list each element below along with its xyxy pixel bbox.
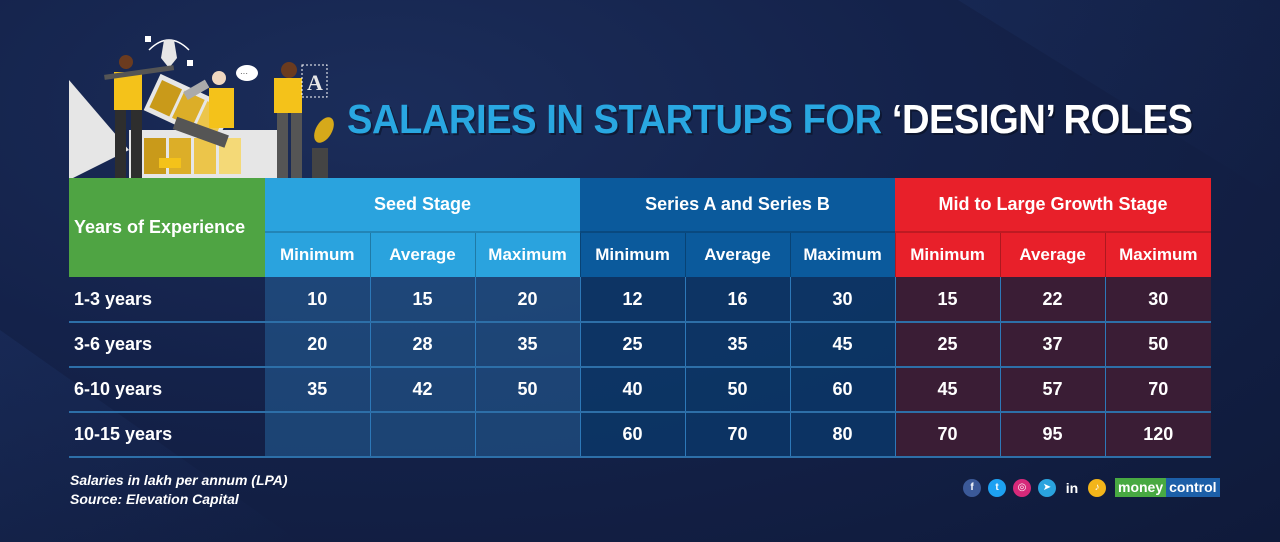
table-cell: 15 (369, 277, 475, 323)
table-row: 3-6 years 20 28 35 25 35 45 25 37 50 (69, 322, 1212, 368)
table-cell: 25 (579, 322, 686, 368)
table-cell: 80 (789, 412, 896, 458)
moneycontrol-logo: money control (1115, 478, 1220, 497)
facebook-icon[interactable]: f (963, 478, 981, 497)
mid-large-growth-header: Mid to Large Growth Stage (895, 178, 1212, 232)
table-cell: 20 (474, 277, 581, 323)
row-label: 3-6 years (69, 322, 265, 368)
series-minimum-header: Minimum (579, 231, 686, 277)
table-cell: 37 (999, 322, 1106, 368)
table-cell (369, 412, 475, 458)
series-maximum-header: Maximum (789, 231, 896, 277)
table-cell: 70 (1104, 367, 1212, 413)
table-row: 6-10 years 35 42 50 40 50 60 45 57 70 (69, 367, 1212, 413)
table-cell: 45 (789, 322, 896, 368)
linkedin-icon[interactable]: in (1065, 479, 1079, 496)
seed-maximum-header: Maximum (474, 231, 581, 277)
table-cell: 28 (369, 322, 475, 368)
table-cell: 35 (474, 322, 581, 368)
table-cell: 20 (265, 322, 370, 368)
mid-average-header: Average (999, 231, 1106, 277)
table-cell: 16 (684, 277, 791, 323)
table-cell: 120 (1104, 412, 1212, 458)
years-of-experience-header: Years of Experience (69, 178, 265, 277)
salary-table: Years of Experience Seed Stage Series A … (69, 178, 1212, 458)
row-label: 6-10 years (69, 367, 265, 413)
series-a-b-header: Series A and Series B (580, 178, 896, 232)
seed-stage-header: Seed Stage (265, 178, 581, 232)
table-cell (474, 412, 581, 458)
table-cell: 42 (369, 367, 475, 413)
svg-text:A: A (307, 70, 323, 95)
table-cell: 70 (684, 412, 791, 458)
table-cell: 95 (999, 412, 1106, 458)
table-cell: 22 (999, 277, 1106, 323)
mid-minimum-header: Minimum (894, 231, 1001, 277)
table-cell (265, 412, 370, 458)
table-cell: 35 (684, 322, 791, 368)
row-label: 1-3 years (69, 277, 265, 323)
table-cell: 45 (894, 367, 1001, 413)
page-title: SALARIES IN STARTUPS FOR ‘DESIGN’ ROLES (347, 96, 1193, 143)
seed-minimum-header: Minimum (265, 231, 370, 277)
table-cell: 10 (265, 277, 370, 323)
table-cell: 50 (684, 367, 791, 413)
seed-average-header: Average (369, 231, 475, 277)
svg-text:···: ··· (240, 69, 248, 78)
logo-control: control (1166, 478, 1220, 497)
footnote: Salaries in lakh per annum (LPA) Source:… (70, 471, 288, 509)
table-cell: 12 (579, 277, 686, 323)
podcast-icon[interactable]: ♪ (1088, 478, 1106, 497)
units-note: Salaries in lakh per annum (LPA) (70, 472, 288, 488)
table-cell: 30 (789, 277, 896, 323)
table-cell: 50 (474, 367, 581, 413)
table-cell: 30 (1104, 277, 1212, 323)
table-cell: 70 (894, 412, 1001, 458)
instagram-icon[interactable]: ◎ (1013, 478, 1031, 497)
table-cell: 35 (265, 367, 370, 413)
social-links: f t ◎ ➤ in ♪ money control (963, 478, 1220, 497)
table-cell: 60 (789, 367, 896, 413)
table-row: 1-3 years 10 15 20 12 16 30 15 22 30 (69, 277, 1212, 323)
table-cell: 40 (579, 367, 686, 413)
source-note: Source: Elevation Capital (70, 491, 239, 507)
table-cell: 50 (1104, 322, 1212, 368)
table-cell: 60 (579, 412, 686, 458)
title-part-2: ‘DESIGN’ ROLES (891, 96, 1193, 142)
logo-money: money (1115, 478, 1167, 497)
twitter-icon[interactable]: t (988, 478, 1006, 497)
title-part-1: SALARIES IN STARTUPS FOR (347, 96, 892, 142)
row-label: 10-15 years (69, 412, 265, 458)
table-row: 10-15 years 60 70 80 70 95 120 (69, 412, 1212, 458)
series-average-header: Average (684, 231, 791, 277)
mid-maximum-header: Maximum (1104, 231, 1212, 277)
table-cell: 57 (999, 367, 1106, 413)
table-cell: 25 (894, 322, 1001, 368)
table-cell: 15 (894, 277, 1001, 323)
telegram-icon[interactable]: ➤ (1038, 478, 1056, 497)
